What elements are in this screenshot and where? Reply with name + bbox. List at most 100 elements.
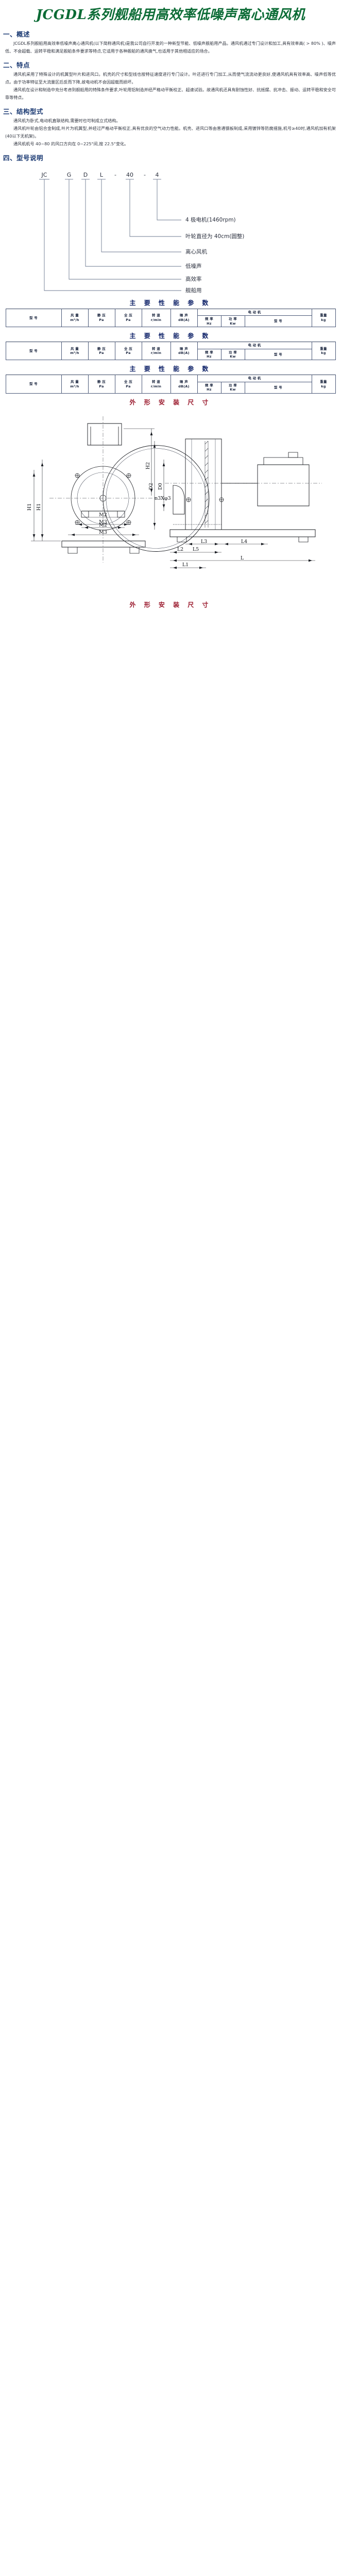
dim-label-H1-b: H1 [36,503,42,511]
fan-outline-svg: H1 H1 H2 M2 M3 M2 M3 n3Xφ3 L1 L2 L3 L4 L… [27,416,322,569]
model-callout-3: 低噪声 [185,263,202,269]
th-static: 静 压 Pa [88,308,115,328]
document-page: JCGDL系列舰船用高效率低噪声离心通风机 一、概述 JCGDL系列舰船用高效率… [0,0,341,618]
dimension-section-title-1: 外 形 安 装 尺 寸 [129,398,212,406]
th-static-unit: Pa [99,317,104,322]
paragraph-structure-3: 通风机机号 40~80 的风口方向在 0~225°间,按 22.5°变化。 [13,141,129,146]
th-flow-unit: m³/h [70,317,79,322]
dim-label-H2: H2 [145,462,151,469]
model-callout-4: 高效率 [185,276,202,282]
th-total-unit: Pa [126,317,131,322]
th-weight-name: 重量 [320,346,327,351]
th-speed-unit: r/min [150,317,162,322]
model-token-7: 4 [156,172,159,178]
paragraph-features-1: 通风机采用了特殊设计的机翼型叶片和进风口。机壳的尺寸和型线也按特征速度进行专门设… [5,71,336,84]
dim-label-M3-b: M3 [99,519,107,525]
performance-table-1: 型 号 风 量 m³/h 静 压 Pa 全 压 Pa 转 速 r/min [5,308,336,328]
dimension-section-title-2: 外 形 安 装 尺 寸 [129,601,212,608]
model-callout-2: 离心风机 [185,248,207,255]
th-total-unit: Pa [126,384,131,388]
model-callout-5: 舰船用 [185,287,202,294]
th-speed: 转 速 r/min [141,375,171,394]
dim-label-L1: L1 [182,562,189,568]
performance-table-1-head: 型 号 风 量 m³/h 静 压 Pa 全 压 Pa 转 速 r/min [5,308,336,328]
model-designation-diagram: JC G D L - 40 - 4 [0,165,341,294]
th-weight: 重量 kg [311,342,336,361]
drawing-right-view [153,438,322,569]
th-static-name: 静 压 [97,313,106,318]
dim-label-M2-a: M2 [99,522,107,528]
table-header-subrow: 频 率 Hz 功 率 Kw 型 号 [6,348,335,361]
drawing-left-view [31,416,210,563]
th-motor-group: 电 动 机 [197,342,312,349]
th-flow-unit: m³/h [70,384,79,388]
th-freq-name: 频 率 [205,383,213,387]
dim-label-L5: L5 [193,547,199,552]
paragraph-structure-2: 通风机叶轮由铝合金制成,叶片为机翼型,并经过严格动平衡校正,具有优良的空气动力性… [5,125,336,139]
th-freq: 频 率 Hz [197,348,221,361]
dim-label-D0: D0 [158,483,163,490]
th-weight-unit: kg [321,317,326,322]
th-total: 全 压 Pa [114,375,142,394]
model-callout-1: 叶轮直径为 40cm(圆整) [185,233,244,240]
th-flow-name: 风 量 [71,380,79,384]
model-token-0: JC [41,172,47,178]
th-model: 型 号 [5,308,62,328]
th-speed-unit: r/min [150,384,162,388]
th-total-unit: Pa [126,351,131,355]
dim-label-D2: D2 [148,483,154,490]
th-total-name: 全 压 [124,313,132,318]
th-motor-group: 电 动 机 [197,308,312,316]
perf-table-1-title: 主 要 性 能 参 数 [129,299,212,307]
th-weight-name: 重量 [320,380,327,384]
th-noise-name: 噪 声 [180,346,188,351]
th-power-unit: Kw [230,321,236,326]
th-static: 静 压 Pa [88,342,115,361]
th-flow-name: 风 量 [71,346,79,351]
th-total: 全 压 Pa [114,342,142,361]
th-freq: 频 率 Hz [197,381,221,394]
performance-table-2: 型 号 风 量 m³/h 静 压 Pa 全 压 Pa 转 速 r/min [5,342,336,361]
th-noise: 噪 声 dB(A) [170,308,198,328]
model-token-3: L [100,172,104,178]
th-power-unit: Kw [230,354,236,359]
th-total-name: 全 压 [124,380,132,384]
section-heading-structure: 三、结构型式 [3,107,44,115]
performance-table-3-head: 型 号 风 量 m³/h 静 压 Pa 全 压 Pa 转 速 r/min [5,375,336,394]
th-freq-unit: Hz [207,321,212,326]
dim-label-L4: L4 [241,539,247,545]
th-total: 全 压 Pa [114,308,142,328]
th-static-unit: Pa [99,384,104,388]
dim-label-M3-a: M3 [99,530,107,535]
paragraph-overview-1: JCGDL系列舰船用高效率低噪声离心通风机(以下简称通风机)是我公司自行开发的一… [5,41,336,54]
dim-label-L3: L3 [201,539,207,545]
fan-outline-drawing: H1 H1 H2 M2 M3 M2 M3 n3Xφ3 L1 L2 L3 L4 L… [0,408,341,591]
th-power-unit: Kw [230,387,236,392]
th-weight-name: 重量 [320,313,327,318]
table-header-subrow: 频 率 Hz 功 率 Kw 型 号 [6,381,335,394]
th-power: 功 率 Kw [220,348,245,361]
th-speed-unit: r/min [150,351,162,355]
table-header-row: 型 号 风 量 m³/h 静 压 Pa 全 压 Pa 转 速 r/min [5,342,336,361]
model-token-6: - [144,172,146,178]
dim-label-L2: L2 [177,547,183,552]
th-speed-name: 转 速 [152,313,160,318]
model-token-4: - [114,172,116,178]
th-noise: 噪 声 dB(A) [170,342,198,361]
model-token-2: D [83,172,88,178]
th-speed: 转 速 r/min [141,308,171,328]
dim-label-n3-phi3: n3Xφ3 [155,496,171,501]
table-header-row: 型 号 风 量 m³/h 静 压 Pa 全 压 Pa 转 速 r/min [5,308,336,328]
th-flow-name: 风 量 [71,313,79,318]
th-freq-unit: Hz [207,387,212,392]
section-heading-features: 二、特点 [3,61,30,69]
th-weight-unit: kg [321,351,326,355]
th-static-name: 静 压 [97,380,106,384]
th-freq-name: 频 率 [205,317,213,321]
th-static-unit: Pa [99,351,104,355]
model-token-1: G [67,172,72,178]
paragraph-features-2: 通风机在设计和制造中充分考虑到舰船用的特殊条件要求,叶轮用铝制造并经严格动平衡校… [5,87,336,100]
performance-table-2-head: 型 号 风 量 m³/h 静 压 Pa 全 压 Pa 转 速 r/min [5,342,336,361]
th-model: 型 号 [5,342,62,361]
dim-label-H1-a: H1 [27,503,32,511]
